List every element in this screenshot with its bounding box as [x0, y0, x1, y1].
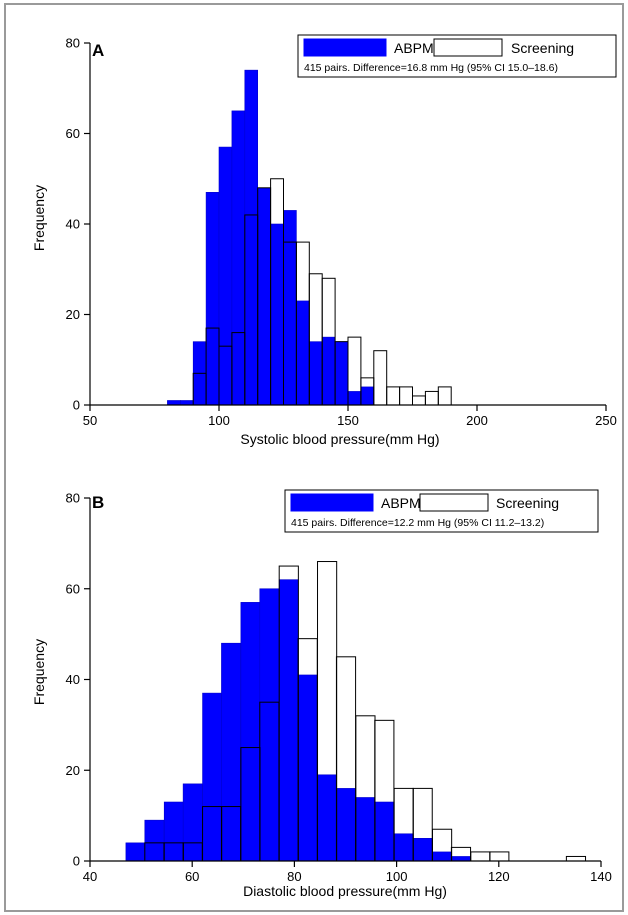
- panel-b-x-tick-label: 120: [488, 869, 510, 884]
- panel-a: 50 100 150 200 250 0 20 40 60 80 A Systolic blood…: [31, 34, 617, 447]
- panel-b-abpm-bar: [125, 842, 146, 862]
- panel-a-abpm-bar: [283, 210, 297, 406]
- panel-b-xlabel: Diastolic blood pressure(mm Hg): [243, 883, 447, 899]
- panel-a-legend-note: 415 pairs. Difference=16.8 mm Hg (95% CI…: [304, 62, 558, 74]
- panel-b-y-tick-label: 40: [66, 672, 80, 687]
- panel-a-x-tick-label: 250: [595, 413, 617, 428]
- panel-a-abpm-bar: [231, 110, 246, 406]
- panel-b-abpm-bar: [432, 851, 452, 862]
- panel-a-screening-bar: [412, 395, 426, 406]
- panel-a-abpm-bar: [180, 400, 194, 406]
- panel-a-y-tick-label: 60: [66, 126, 80, 141]
- panel-a-abpm-bar: [296, 300, 310, 406]
- panel-a-axes: 50 100 150 200 250 0 20 40 60 80: [66, 36, 617, 429]
- panel-a-abpm-bar: [308, 341, 323, 406]
- panel-b-legend-abpm-label: ABPM: [381, 495, 421, 511]
- panel-a-legend-abpm-label: ABPM: [394, 40, 434, 56]
- panel-b-abpm-bar: [144, 819, 165, 862]
- panel-b-y-tick-label: 60: [66, 581, 80, 596]
- panel-a-abpm-bar: [334, 341, 349, 406]
- panel-a-abpm-bar: [205, 192, 220, 406]
- panel-b-abpm-bar: [182, 783, 203, 862]
- panel-b-y-tick-label: 20: [66, 763, 80, 778]
- panel-b-legend-screening-swatch: [419, 493, 489, 512]
- panel-a-abpm-bar: [270, 223, 284, 406]
- panel-b-axes: 40 60 80 100 120 140 0 20 40 60 80: [66, 491, 612, 885]
- panel-a-screening-bar: [437, 386, 452, 406]
- panel-b-abpm-bar: [317, 774, 337, 862]
- figure-frame: 50 100 150 200 250 0 20 40 60 80 A Systolic blood…: [4, 3, 624, 912]
- panel-a-abpm-bar: [360, 386, 375, 406]
- panel-b-legend: ABPM Screening 415 pairs. Difference=12.…: [284, 489, 599, 533]
- panel-b-abpm-bar: [451, 856, 471, 862]
- panel-a-screening-bar: [386, 386, 401, 406]
- panel-a-screening-bar: [399, 386, 414, 406]
- panel-a-abpm-bar: [347, 391, 362, 406]
- panel-b-abpm-bar: [240, 602, 261, 862]
- panel-b-legend-abpm-swatch: [290, 493, 374, 512]
- panel-b-abpm-bar: [163, 801, 184, 862]
- panel-b-x-tick-label: 60: [185, 869, 199, 884]
- panel-a-x-tick-label: 200: [466, 413, 488, 428]
- panel-b-abpm-bar: [412, 838, 433, 862]
- panel-a-x-tick-label: 50: [83, 413, 97, 428]
- panel-b-label: B: [92, 493, 104, 512]
- panel-a-legend: ABPM Screening 415 pairs. Difference=16.…: [297, 34, 617, 78]
- panel-b-abpm-bar: [202, 692, 223, 862]
- panel-b: 40 60 80 100 120 140 0 20 40 60 80 B Diastolic blo…: [31, 489, 612, 899]
- panel-b-abpm-bar: [297, 674, 318, 862]
- panel-a-ylabel: Frequency: [31, 185, 47, 251]
- panel-b-abpm-bar: [221, 642, 241, 862]
- panel-a-legend-abpm-swatch: [303, 38, 387, 57]
- panel-a-abpm-bar: [257, 187, 271, 406]
- panel-b-ylabel: Frequency: [31, 639, 47, 705]
- panel-b-screening-bar: [470, 851, 491, 862]
- panel-a-x-tick-label: 100: [208, 413, 230, 428]
- panel-a-y-tick-label: 20: [66, 307, 80, 322]
- panel-a-label: A: [92, 41, 104, 60]
- panel-b-x-tick-label: 80: [287, 869, 301, 884]
- panel-a-abpm-bar: [244, 69, 259, 406]
- panel-b-legend-screening-label: Screening: [496, 495, 559, 511]
- panel-a-screening-bar: [424, 390, 439, 406]
- panel-b-x-tick-label: 140: [590, 869, 612, 884]
- panel-b-abpm-bar: [336, 788, 356, 862]
- panel-a-bars: [167, 69, 452, 406]
- panel-a-screening-bar: [373, 350, 388, 406]
- panel-a-legend-screening-swatch: [433, 38, 503, 57]
- panel-a-y-tick-label: 0: [73, 398, 80, 413]
- panel-b-bars: [125, 561, 587, 862]
- panel-b-abpm-bar: [393, 833, 414, 862]
- panel-a-x-tick-label: 150: [337, 413, 359, 428]
- panel-a-legend-screening-label: Screening: [511, 40, 574, 56]
- panel-b-abpm-bar: [374, 801, 395, 862]
- panel-b-screening-bar: [489, 851, 510, 862]
- panel-b-x-tick-label: 40: [83, 869, 97, 884]
- panel-b-y-tick-label: 80: [66, 491, 80, 506]
- panel-b-y-tick-label: 0: [73, 854, 80, 869]
- panel-b-screening-bar: [565, 855, 587, 862]
- panel-a-y-tick-label: 40: [66, 217, 80, 232]
- panel-b-abpm-bar: [278, 579, 299, 862]
- panel-a-xlabel: Systolic blood pressure(mm Hg): [240, 431, 439, 447]
- panel-a-y-tick-label: 80: [66, 36, 80, 51]
- panel-b-abpm-bar: [355, 797, 376, 862]
- panel-a-abpm-bar: [321, 336, 336, 406]
- panel-b-abpm-bar: [259, 588, 280, 862]
- panel-b-legend-note: 415 pairs. Difference=12.2 mm Hg (95% CI…: [291, 517, 544, 529]
- panel-a-abpm-bar: [218, 146, 233, 406]
- panel-a-abpm-bar: [167, 400, 181, 406]
- panel-b-x-tick-label: 100: [386, 869, 408, 884]
